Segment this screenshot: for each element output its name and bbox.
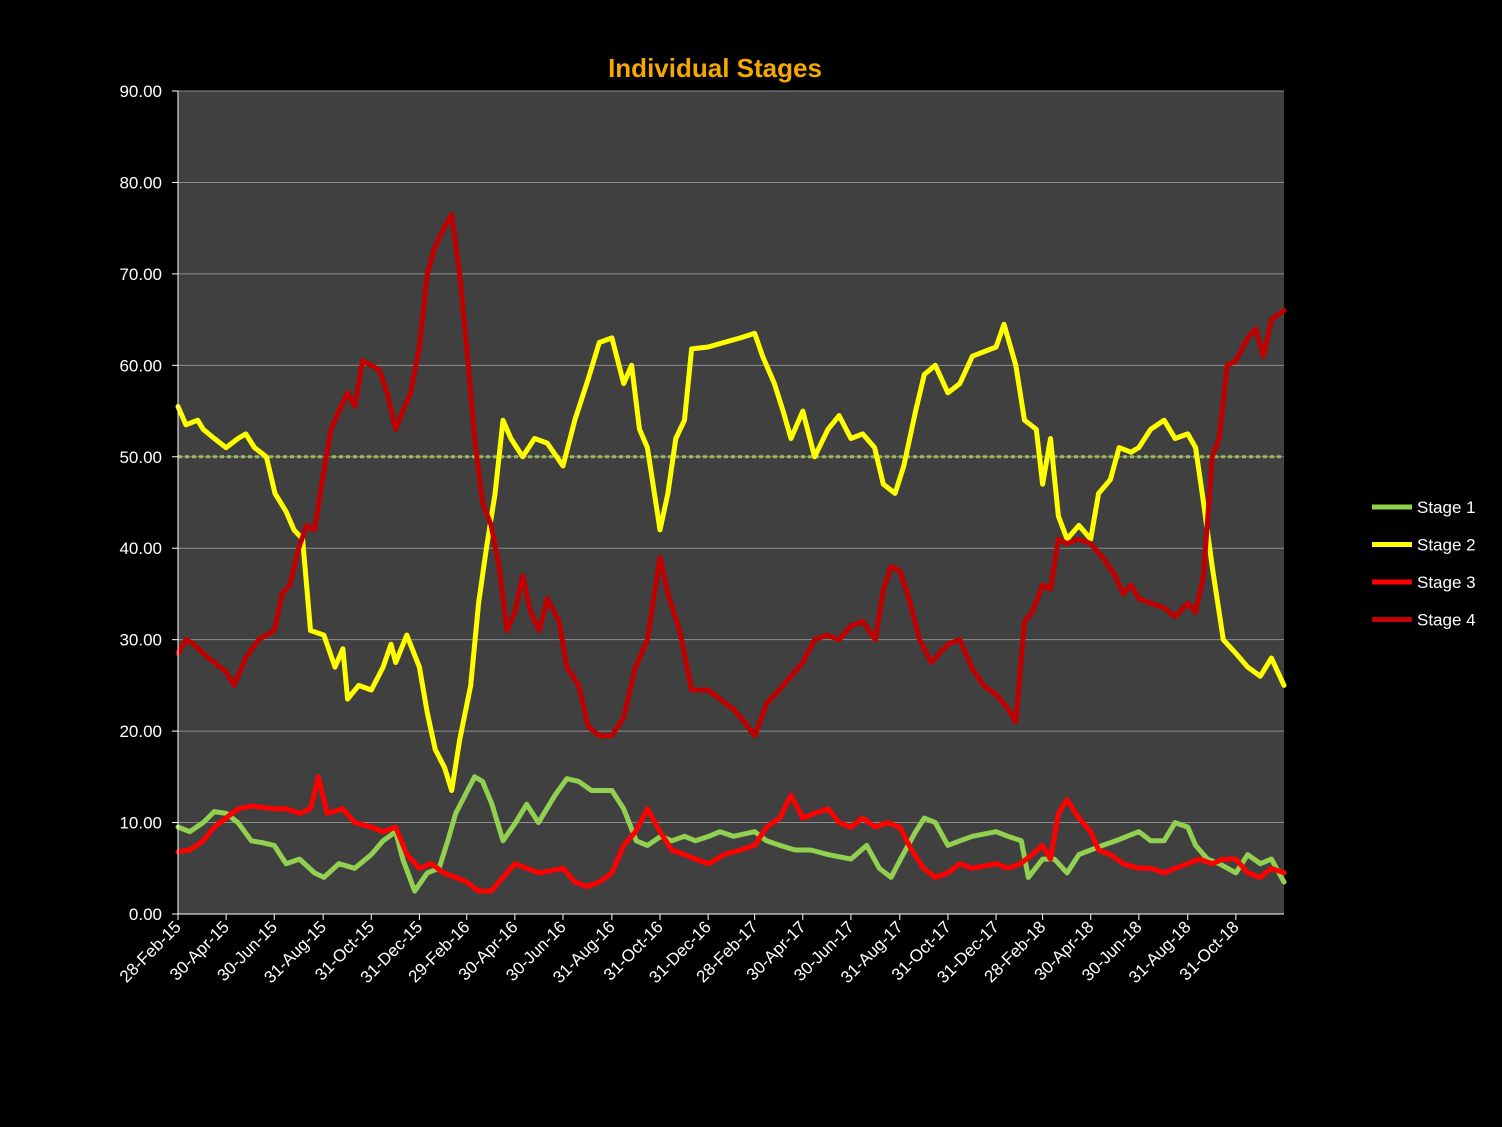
legend-label: Stage 4: [1417, 611, 1476, 630]
y-tick-label: 20.00: [119, 722, 162, 741]
y-tick-label: 40.00: [119, 539, 162, 558]
axes: [177, 91, 1284, 915]
series-line-stage-2: [175, 321, 1287, 793]
y-tick-label: 10.00: [119, 814, 162, 833]
chart-title: Individual Stages: [608, 53, 822, 83]
y-tick-label: 70.00: [119, 265, 162, 284]
plot-area: [178, 91, 1284, 914]
y-tick-label: 0.00: [129, 905, 162, 924]
legend-label: Stage 3: [1417, 573, 1476, 592]
y-axis-ticks: 0.00 10.00 20.00 30.00 40.00 50.00 60.00 70.00 8…: [119, 82, 178, 924]
legend-label: Stage 2: [1417, 536, 1476, 555]
series-line-stage-3: [175, 774, 1287, 894]
legend: Stage 1 Stage 2 Stage 3 Stage 4: [1372, 498, 1476, 630]
y-tick-label: 30.00: [119, 631, 162, 650]
y-tick-label: 90.00: [119, 82, 162, 101]
series-line-stage-1: [175, 774, 1287, 894]
series-line-stage-4: [175, 212, 1287, 739]
y-tick-label: 80.00: [119, 173, 162, 192]
series-group: [175, 212, 1287, 894]
y-tick-label: 50.00: [119, 448, 162, 467]
legend-label: Stage 1: [1417, 498, 1476, 517]
y-tick-label: 60.00: [119, 356, 162, 375]
